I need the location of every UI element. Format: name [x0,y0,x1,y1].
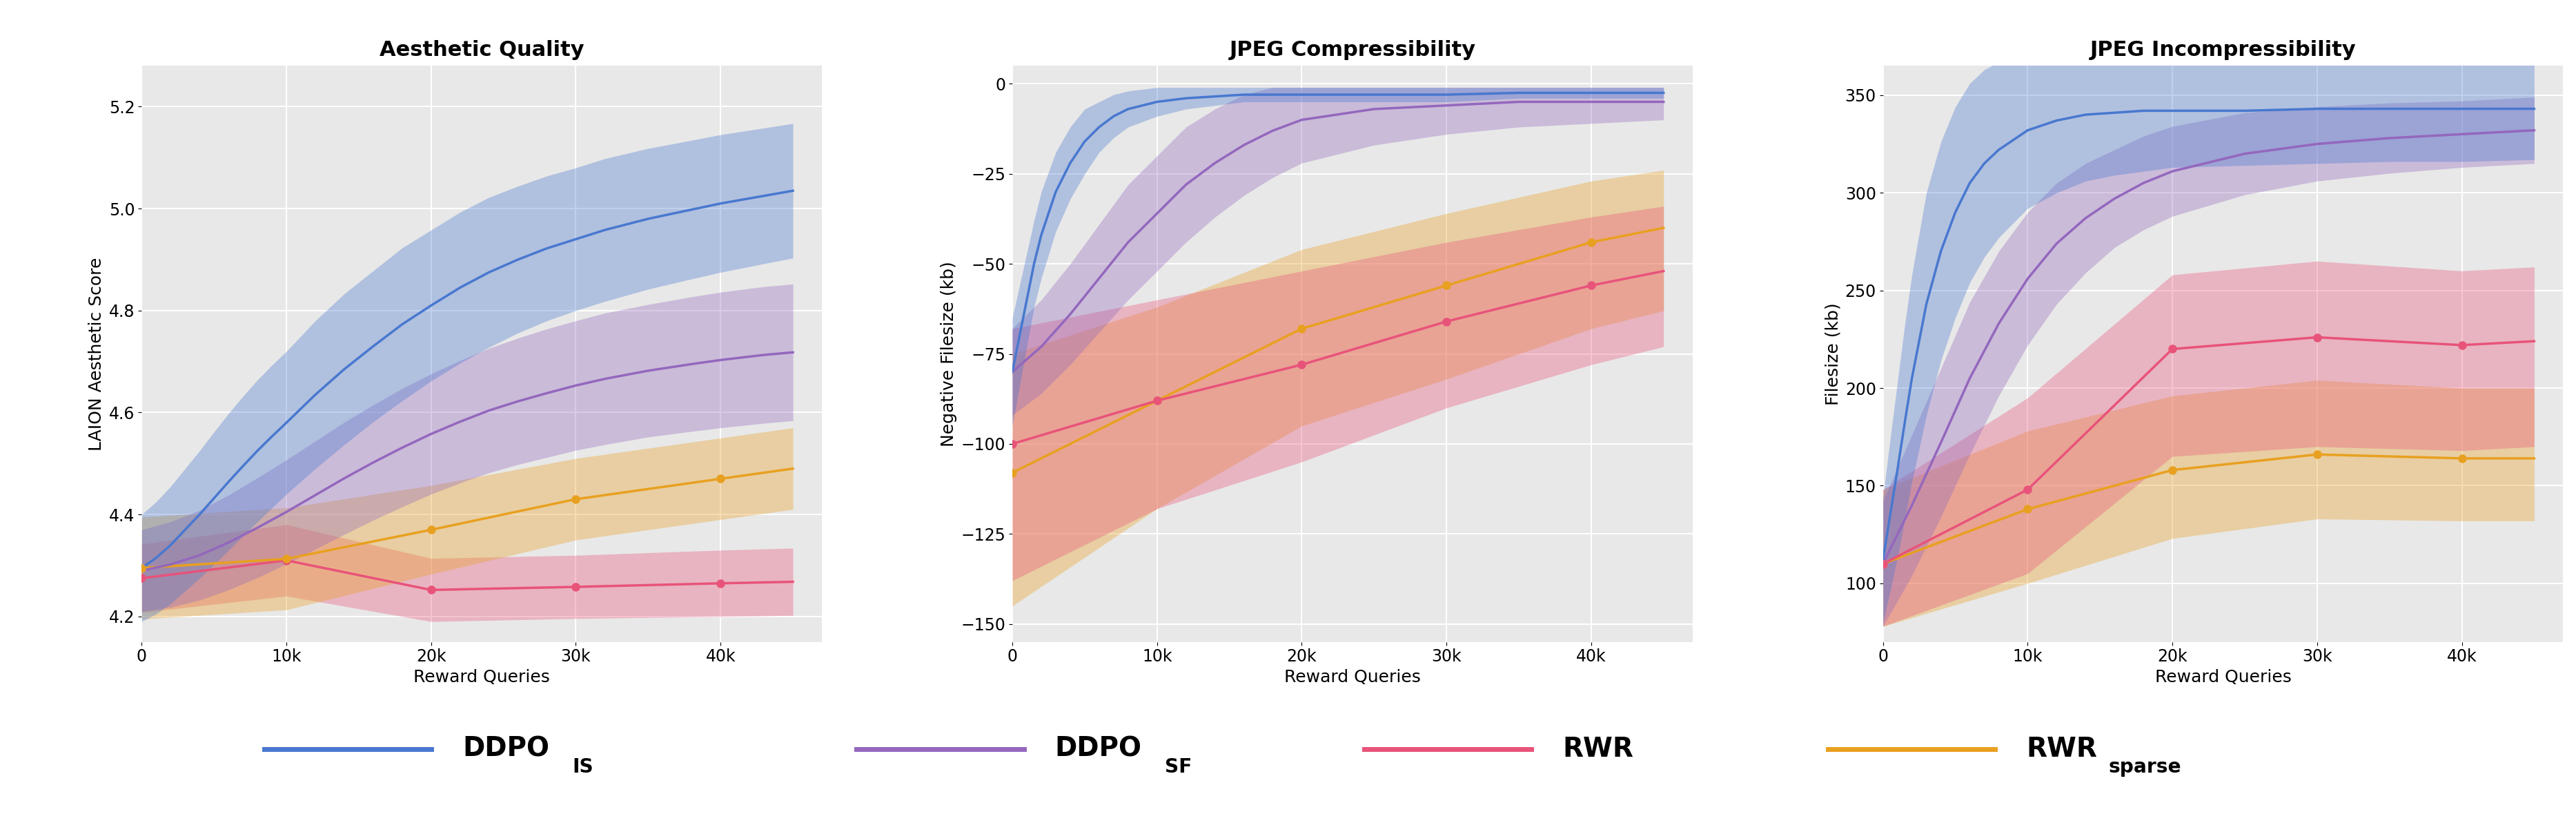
X-axis label: Reward Queries: Reward Queries [415,669,551,686]
Title: JPEG Compressibility: JPEG Compressibility [1229,40,1476,60]
Text: DDPO: DDPO [1056,736,1141,762]
Text: SF: SF [1164,757,1193,777]
Text: IS: IS [572,757,592,777]
Y-axis label: Filesize (kb): Filesize (kb) [1824,303,1842,405]
X-axis label: Reward Queries: Reward Queries [2154,669,2290,686]
Title: Aesthetic Quality: Aesthetic Quality [379,40,585,60]
Text: RWR: RWR [1561,736,1633,762]
Text: sparse: sparse [2107,757,2182,777]
X-axis label: Reward Queries: Reward Queries [1283,669,1422,686]
Text: RWR: RWR [2027,736,2097,762]
Y-axis label: Negative Filesize (kb): Negative Filesize (kb) [940,261,958,447]
Y-axis label: LAION Aesthetic Score: LAION Aesthetic Score [88,257,106,451]
Text: DDPO: DDPO [464,736,549,762]
Title: JPEG Incompressibility: JPEG Incompressibility [2089,40,2357,60]
